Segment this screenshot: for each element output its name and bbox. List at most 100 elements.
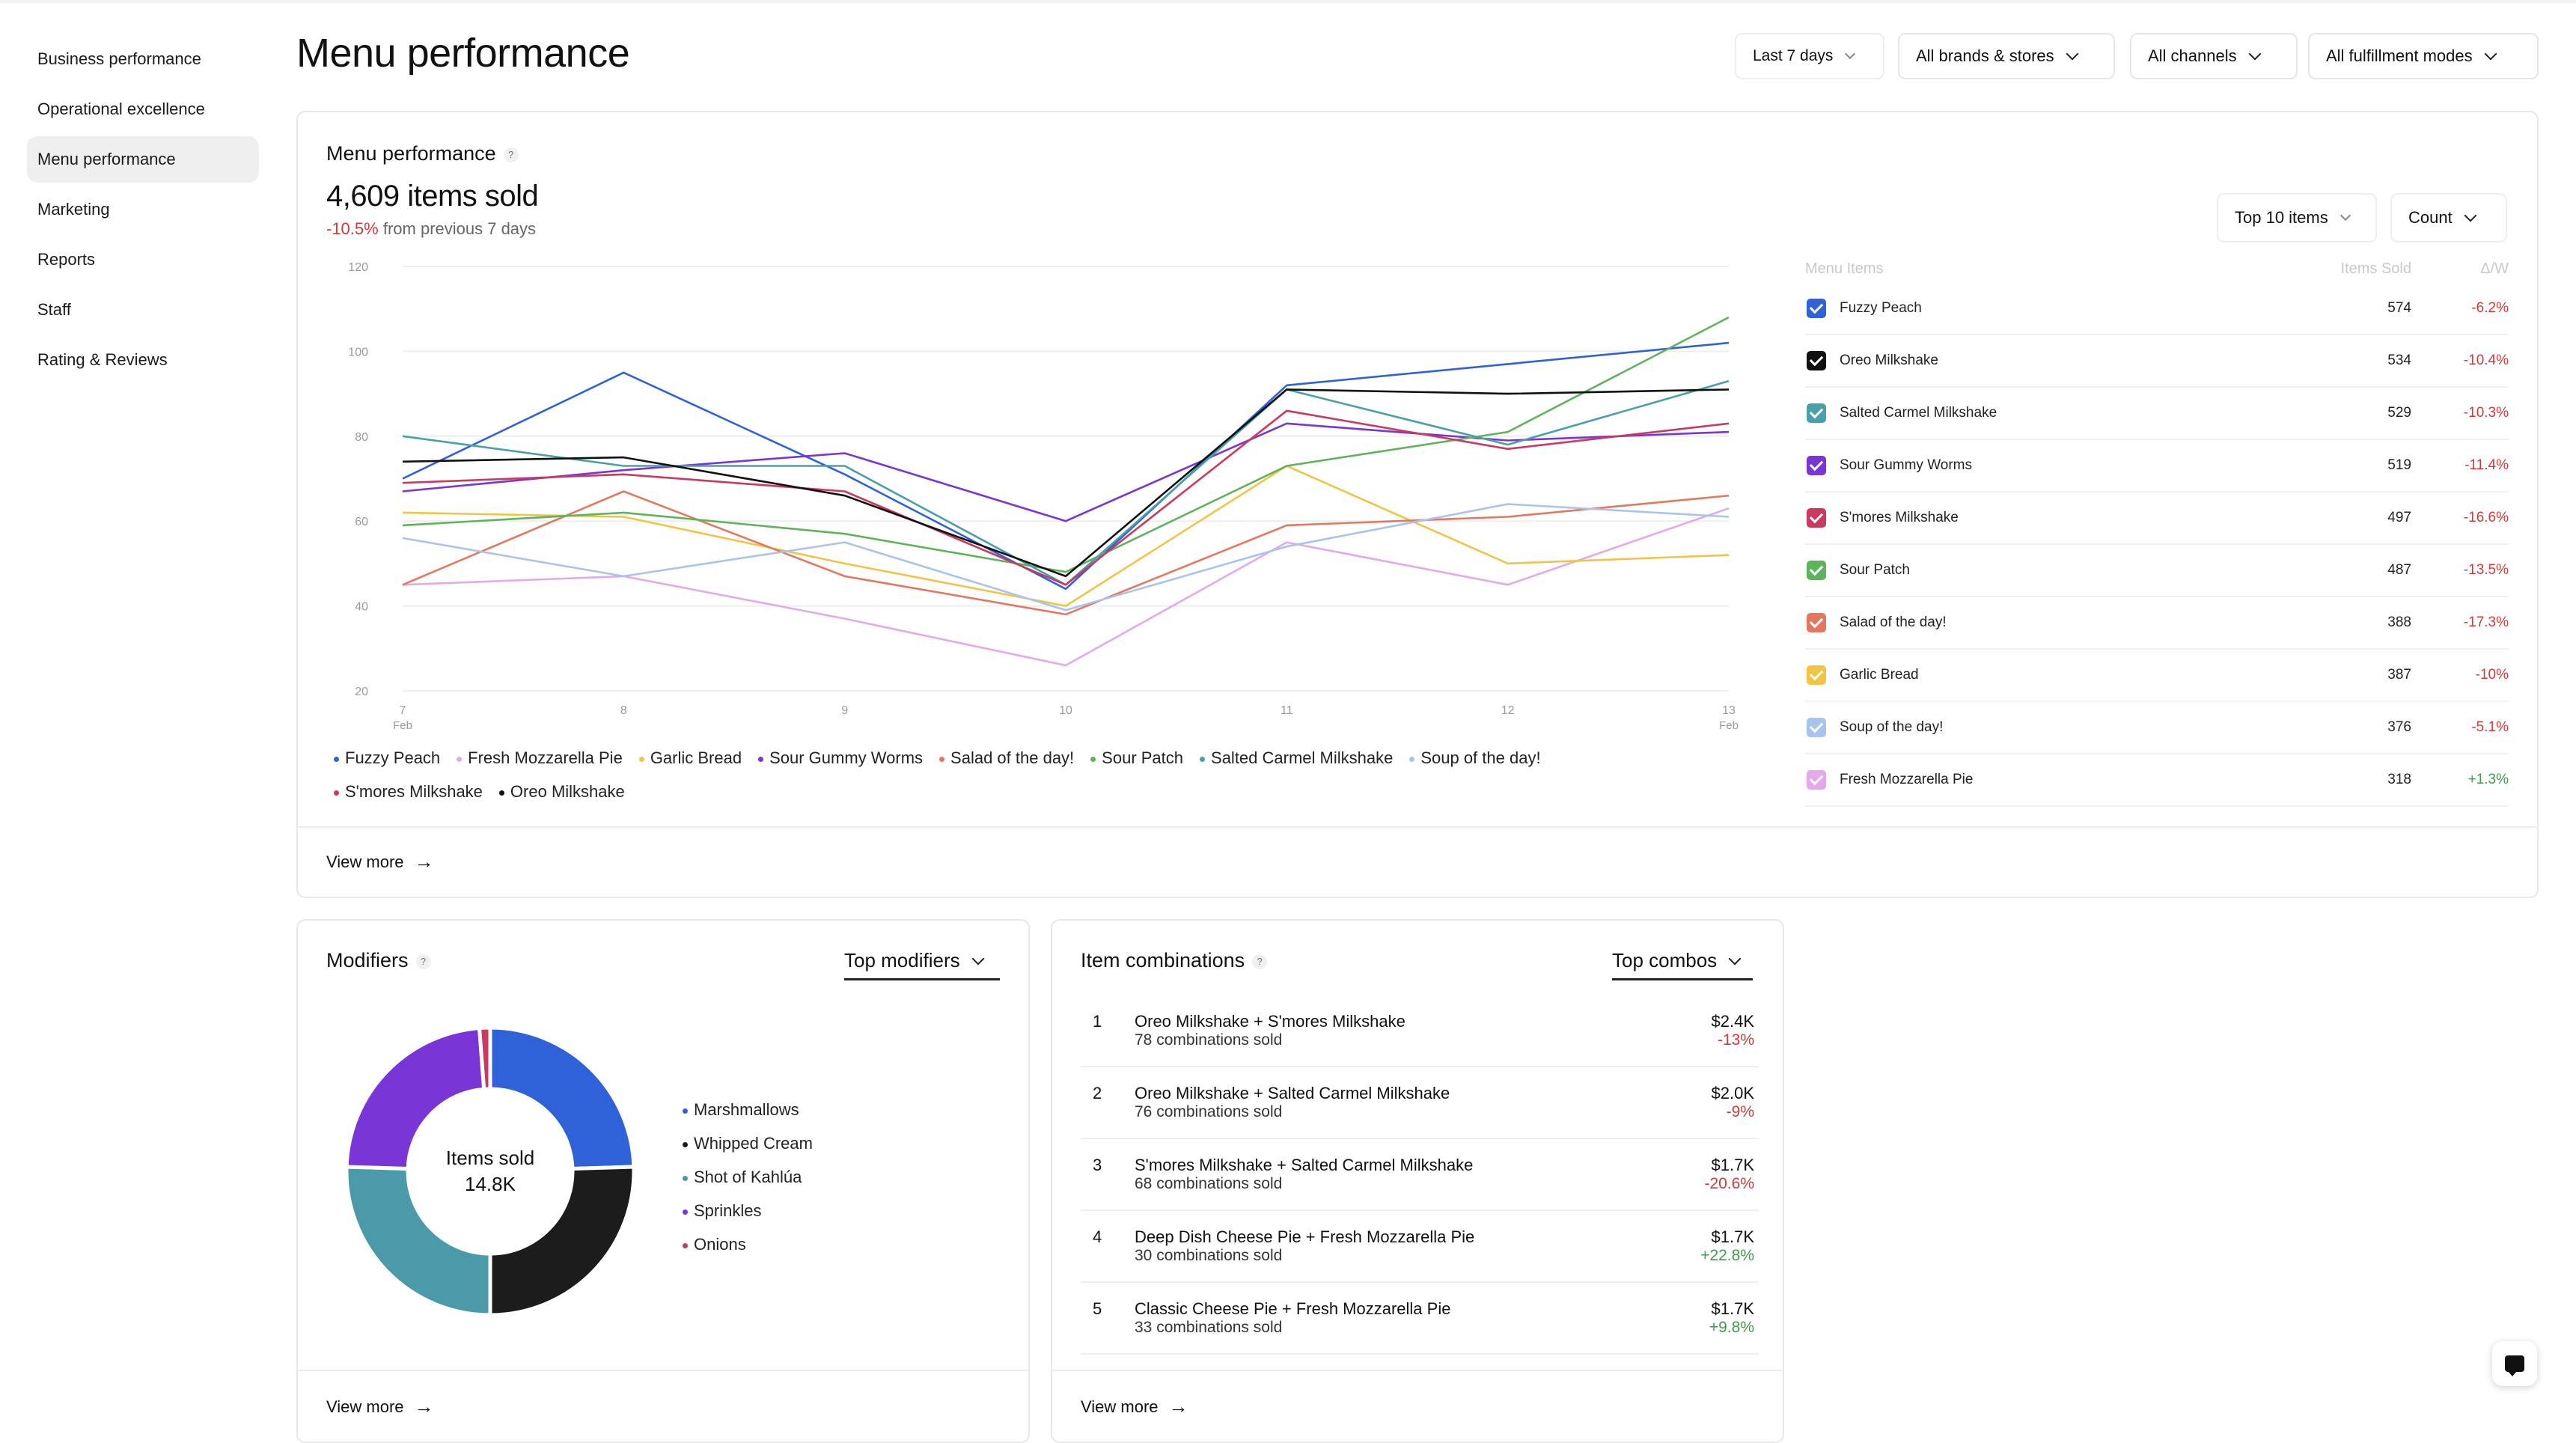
modifiers-title-text: Modifiers bbox=[326, 949, 409, 971]
checkbox[interactable] bbox=[1807, 613, 1826, 632]
series-line[interactable] bbox=[402, 490, 1730, 616]
top-combos-dropdown[interactable]: Top combos bbox=[1612, 949, 1753, 980]
chevron-down-icon bbox=[2464, 209, 2477, 222]
table-row[interactable]: Sour Patch 487 -13.5% bbox=[1805, 545, 2509, 597]
donut-legend-item[interactable]: Marshmallows bbox=[683, 1093, 813, 1126]
table-row[interactable]: Salad of the day! 388 -17.3% bbox=[1805, 597, 2509, 650]
top-modifiers-dropdown[interactable]: Top modifiers bbox=[844, 949, 1000, 980]
legend-item[interactable]: Garlic Bread bbox=[638, 741, 742, 775]
legend-item[interactable]: Fresh Mozzarella Pie bbox=[457, 741, 623, 775]
combo-title: Oreo Milkshake + S'mores Milkshake bbox=[1135, 1012, 1405, 1031]
checkbox[interactable] bbox=[1807, 718, 1826, 737]
legend-label: Sour Gummy Worms bbox=[769, 748, 924, 767]
donut-slice[interactable] bbox=[488, 1165, 636, 1317]
series-line[interactable] bbox=[402, 465, 1730, 607]
donut-legend-item[interactable]: Sprinkles bbox=[683, 1194, 813, 1227]
table-row[interactable]: Soup of the day! 376 -5.1% bbox=[1805, 702, 2509, 754]
table-row[interactable]: Salted Carmel Milkshake 529 -10.3% bbox=[1805, 388, 2509, 440]
combos-view-more-link[interactable]: View more → bbox=[1081, 1395, 1188, 1418]
legend-item[interactable]: Fuzzy Peach bbox=[334, 741, 440, 775]
date-range-filter[interactable]: Last 7 days bbox=[1735, 33, 1884, 79]
y-tick-label: 20 bbox=[355, 686, 368, 698]
x-tick-label: 9 bbox=[841, 704, 848, 717]
table-row[interactable]: Oreo Milkshake 534 -10.4% bbox=[1805, 335, 2509, 388]
legend-item[interactable]: S'mores Milkshake bbox=[334, 775, 483, 808]
table-row[interactable]: Garlic Bread 387 -10% bbox=[1805, 650, 2509, 702]
sidebar-item-operational-excellence[interactable]: Operational excellence bbox=[27, 86, 259, 132]
donut-slice[interactable] bbox=[344, 1025, 486, 1171]
checkbox[interactable] bbox=[1807, 665, 1826, 685]
channels-filter[interactable]: All channels bbox=[2130, 33, 2298, 79]
help-icon[interactable]: ? bbox=[503, 147, 519, 162]
combo-row[interactable]: 4 Deep Dish Cheese Pie + Fresh Mozzarella… bbox=[1081, 1211, 1759, 1283]
legend-item[interactable]: Sour Gummy Worms bbox=[758, 741, 923, 775]
modifiers-view-more-link[interactable]: View more → bbox=[326, 1395, 434, 1418]
table-row[interactable]: Sour Gummy Worms 519 -11.4% bbox=[1805, 440, 2509, 492]
sidebar-item-staff[interactable]: Staff bbox=[27, 287, 259, 333]
sidebar-item-reports[interactable]: Reports bbox=[27, 237, 259, 283]
table-row[interactable]: Fresh Mozzarella Pie 318 +1.3% bbox=[1805, 754, 2509, 807]
legend-item[interactable]: Soup of the day! bbox=[1409, 741, 1541, 775]
top-items-dropdown[interactable]: Top 10 items bbox=[2217, 193, 2377, 242]
combo-count: 76 combinations sold bbox=[1135, 1103, 1283, 1120]
donut-legend-item[interactable]: Onions bbox=[683, 1227, 813, 1261]
chat-button[interactable] bbox=[2492, 1341, 2537, 1386]
view-more-label: View more bbox=[1081, 1397, 1159, 1416]
legend-item[interactable]: Sour Patch bbox=[1090, 741, 1183, 775]
combo-row[interactable]: 1 Oreo Milkshake + S'mores Milkshake 78 co… bbox=[1081, 995, 1759, 1067]
donut-center-label: Items sold bbox=[445, 1147, 535, 1169]
series-line[interactable] bbox=[402, 409, 1730, 586]
checkbox[interactable] bbox=[1807, 456, 1826, 475]
series-line[interactable] bbox=[402, 388, 1730, 578]
combos-card bbox=[1051, 919, 1784, 1443]
sidebar-item-rating-reviews[interactable]: Rating & Reviews bbox=[27, 337, 259, 383]
legend-item[interactable]: Oreo Milkshake bbox=[498, 775, 625, 808]
combo-row[interactable]: 2 Oreo Milkshake + Salted Carmel Milkshak… bbox=[1081, 1067, 1759, 1139]
checkbox[interactable] bbox=[1807, 770, 1826, 790]
arrow-right-icon: → bbox=[414, 1395, 434, 1418]
donut-legend-item[interactable]: Shot of Kahlúa bbox=[683, 1160, 813, 1194]
checkbox[interactable] bbox=[1807, 561, 1826, 580]
series-line[interactable] bbox=[402, 503, 1730, 611]
line-chart: 20 40 60 80 100 120 7 Feb 8 9 10 11 12 13 Feb bbox=[348, 261, 1739, 732]
table-row[interactable]: Fuzzy Peach 574 -6.2% bbox=[1805, 283, 2509, 335]
view-more-label: View more bbox=[326, 852, 404, 871]
legend-item[interactable]: Salad of the day! bbox=[939, 741, 1074, 775]
sidebar-item-menu-performance[interactable]: Menu performance bbox=[27, 136, 259, 183]
series-line[interactable] bbox=[402, 422, 1730, 522]
checkbox[interactable] bbox=[1807, 403, 1826, 423]
fulfillment-filter[interactable]: All fulfillment modes bbox=[2308, 33, 2539, 79]
donut-slice[interactable] bbox=[344, 1165, 492, 1317]
combo-row[interactable]: 5 Classic Cheese Pie + Fresh Mozzarella P… bbox=[1081, 1283, 1759, 1355]
combo-row[interactable]: 3 S'mores Milkshake + Salted Carmel Milks… bbox=[1081, 1139, 1759, 1211]
series-line[interactable] bbox=[402, 341, 1730, 591]
series-line[interactable] bbox=[402, 507, 1730, 667]
brands-stores-filter[interactable]: All brands & stores bbox=[1898, 33, 2115, 79]
checkbox[interactable] bbox=[1807, 299, 1826, 318]
x-tick-label: 13 bbox=[1722, 704, 1736, 717]
view-more-link[interactable]: View more → bbox=[326, 850, 434, 873]
series-line[interactable] bbox=[402, 379, 1730, 586]
legend-dot-icon bbox=[498, 790, 504, 796]
table-row[interactable]: S'mores Milkshake 497 -16.6% bbox=[1805, 492, 2509, 545]
help-icon[interactable]: ? bbox=[1252, 954, 1268, 969]
menu-item-delta: -16.6% bbox=[2463, 510, 2509, 525]
series-line[interactable] bbox=[402, 316, 1730, 573]
checkbox[interactable] bbox=[1807, 508, 1826, 528]
chart-legend: Fuzzy Peach Fresh Mozzarella Pie Garlic Br… bbox=[334, 741, 1651, 808]
menu-item-sold: 497 bbox=[2387, 510, 2411, 525]
legend-dot-icon bbox=[1409, 756, 1415, 762]
help-icon[interactable]: ? bbox=[415, 954, 431, 969]
donut-slice[interactable] bbox=[477, 1025, 492, 1091]
donut-slice[interactable] bbox=[488, 1025, 636, 1171]
donut-legend-label: Marshmallows bbox=[694, 1100, 799, 1119]
sidebar-item-business-performance[interactable]: Business performance bbox=[27, 36, 259, 82]
menu-item-delta: -10% bbox=[2475, 667, 2509, 683]
combo-count: 30 combinations sold bbox=[1135, 1247, 1283, 1264]
metric-dropdown[interactable]: Count bbox=[2390, 193, 2507, 242]
legend-item[interactable]: Salted Carmel Milkshake bbox=[1200, 741, 1393, 775]
checkbox[interactable] bbox=[1807, 351, 1826, 370]
menu-item-delta: -11.4% bbox=[2464, 457, 2509, 473]
donut-legend-item[interactable]: Whipped Cream bbox=[683, 1126, 813, 1160]
sidebar-item-marketing[interactable]: Marketing bbox=[27, 186, 259, 233]
